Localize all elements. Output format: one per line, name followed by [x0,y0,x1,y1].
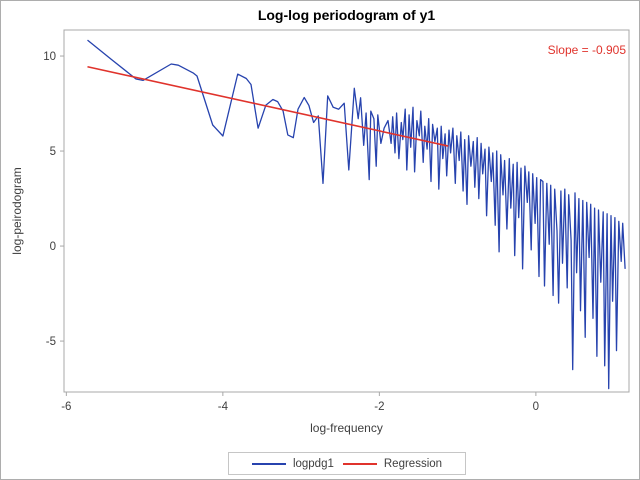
legend-item-logpdg1: logpdg1 [251,457,334,470]
legend: logpdg1 Regression [228,452,466,475]
y-tick-label: 0 [50,241,56,253]
y-tick-label: -5 [46,336,56,348]
legend-label: Regression [383,457,443,470]
x-tick-label: -6 [61,401,71,413]
x-axis-title: log-frequency [310,421,383,435]
slope-annotation: Slope = -0.905 [547,43,626,57]
legend-line-swatch-blue [251,462,286,465]
x-tick-label: -2 [374,401,384,413]
plot-frame [63,29,630,393]
chart-title: Log-log periodogram of y1 [257,7,436,23]
series-line-logpdg1 [87,39,626,390]
x-tick-label: 0 [533,401,539,413]
legend-label: logpdg1 [292,457,334,470]
legend-line-swatch-red [342,462,377,465]
legend-item-regression: Regression [342,457,443,470]
regression-line [87,65,449,147]
y-tick-label: 5 [50,146,56,158]
x-tick-label: -4 [218,401,229,413]
y-tick-label: 10 [43,51,56,63]
y-axis-title: log-peirodogram [10,167,24,255]
